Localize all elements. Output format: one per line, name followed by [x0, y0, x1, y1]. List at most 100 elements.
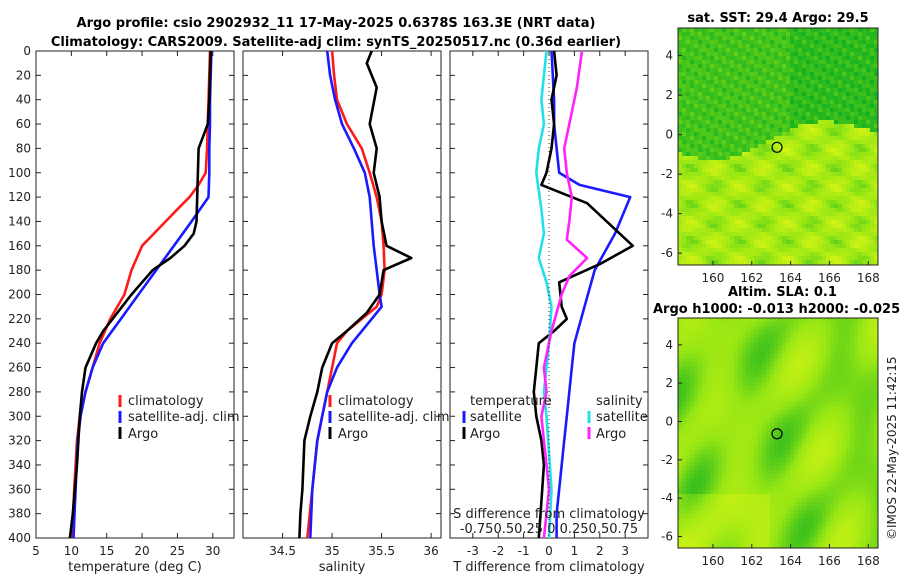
map-cell: [710, 228, 714, 232]
map-cell: [838, 156, 842, 160]
map-cell: [694, 96, 698, 100]
map-cell: [698, 442, 702, 446]
map-cell: [762, 406, 766, 410]
map-cell: [838, 434, 842, 438]
map-cell: [730, 176, 734, 180]
map-cell: [714, 168, 718, 172]
map-cell: [874, 100, 878, 104]
map-cell: [782, 68, 786, 72]
map-cell: [754, 36, 758, 40]
map-cell: [682, 374, 686, 378]
map-cell: [814, 370, 818, 374]
x-tick-label: 3: [621, 544, 629, 558]
map-cell: [762, 92, 766, 96]
map-cell: [782, 196, 786, 200]
map-cell: [718, 188, 722, 192]
map-cell: [862, 72, 866, 76]
map-cell: [810, 184, 814, 188]
map-cell: [750, 80, 754, 84]
map-cell: [686, 52, 690, 56]
map-cell: [790, 382, 794, 386]
map-cell: [850, 60, 854, 64]
map-cell: [826, 196, 830, 200]
map-cell: [774, 92, 778, 96]
s-difference-scale: -0.750.50.25 0 0.250.50.75: [460, 522, 638, 537]
map-cell: [814, 430, 818, 434]
map-cell: [678, 450, 682, 454]
map-cell: [726, 56, 730, 60]
map-cell: [854, 224, 858, 228]
map-cell: [698, 256, 702, 260]
map-cell: [790, 240, 794, 244]
map-cell: [702, 60, 706, 64]
map-cell: [850, 200, 854, 204]
map-cell: [794, 60, 798, 64]
map-cell: [758, 128, 762, 132]
map-cell: [690, 104, 694, 108]
map-cell: [778, 434, 782, 438]
map-cell: [710, 192, 714, 196]
map-cell: [842, 76, 846, 80]
map-cell: [782, 88, 786, 92]
map-cell: [726, 76, 730, 80]
map-cell: [742, 216, 746, 220]
map-cell: [682, 56, 686, 60]
map-cell: [786, 48, 790, 52]
map-cell: [814, 366, 818, 370]
map-cell: [850, 236, 854, 240]
map-cell: [714, 96, 718, 100]
map-cell: [694, 52, 698, 56]
map-cell: [758, 88, 762, 92]
map-cell: [762, 358, 766, 362]
map-cell: [818, 204, 822, 208]
map-cell: [758, 72, 762, 76]
map-cell: [870, 164, 874, 168]
map-cell: [778, 160, 782, 164]
map-cell: [782, 240, 786, 244]
map-cell: [738, 40, 742, 44]
map-cell: [782, 160, 786, 164]
map-cell: [786, 60, 790, 64]
map-cell: [822, 386, 826, 390]
depth-tick-label: 80: [16, 141, 31, 155]
map-cell: [858, 112, 862, 116]
map-cell: [730, 104, 734, 108]
map-cell: [786, 438, 790, 442]
map-cell: [678, 322, 682, 326]
map-cell: [766, 188, 770, 192]
map-cell: [770, 260, 774, 264]
map-cell: [726, 192, 730, 196]
map-cell: [826, 136, 830, 140]
map-cell: [778, 64, 782, 68]
map-cell: [726, 160, 730, 164]
map-cell: [834, 32, 838, 36]
map-cell: [834, 136, 838, 140]
map-cell: [778, 196, 782, 200]
map-cell: [814, 378, 818, 382]
map-cell: [786, 398, 790, 402]
map-cell: [850, 386, 854, 390]
map-cell: [842, 358, 846, 362]
map-cell: [738, 346, 742, 350]
map-cell: [830, 256, 834, 260]
map-cell: [690, 322, 694, 326]
map-cell: [846, 188, 850, 192]
map-cell: [874, 236, 878, 240]
map-cell: [694, 240, 698, 244]
map-cell: [818, 64, 822, 68]
map-cell: [694, 132, 698, 136]
map-cell: [830, 434, 834, 438]
map-cell: [714, 228, 718, 232]
map-cell: [862, 164, 866, 168]
map-cell: [818, 442, 822, 446]
map-cell: [758, 140, 762, 144]
map-cell: [742, 398, 746, 402]
map-cell: [850, 378, 854, 382]
map-cell: [702, 330, 706, 334]
map-cell: [850, 112, 854, 116]
map-cell: [818, 44, 822, 48]
map-cell: [830, 156, 834, 160]
map-cell: [830, 88, 834, 92]
map-cell: [766, 244, 770, 248]
map-cell: [794, 44, 798, 48]
